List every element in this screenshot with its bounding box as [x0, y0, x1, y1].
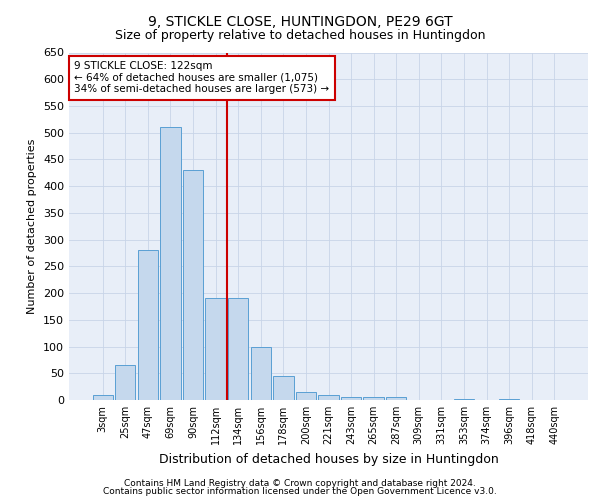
- Bar: [205, 298, 226, 400]
- Text: Size of property relative to detached houses in Huntingdon: Size of property relative to detached ho…: [115, 29, 485, 42]
- Y-axis label: Number of detached properties: Number of detached properties: [28, 138, 37, 314]
- Bar: [364, 398, 384, 400]
- Bar: [499, 399, 519, 400]
- Bar: [386, 398, 406, 400]
- Text: 9, STICKLE CLOSE, HUNTINGDON, PE29 6GT: 9, STICKLE CLOSE, HUNTINGDON, PE29 6GT: [148, 15, 452, 29]
- Text: Contains HM Land Registry data © Crown copyright and database right 2024.: Contains HM Land Registry data © Crown c…: [124, 478, 476, 488]
- Bar: [341, 398, 361, 400]
- Bar: [228, 298, 248, 400]
- Bar: [319, 394, 338, 400]
- Bar: [92, 394, 113, 400]
- Text: 9 STICKLE CLOSE: 122sqm
← 64% of detached houses are smaller (1,075)
34% of semi: 9 STICKLE CLOSE: 122sqm ← 64% of detache…: [74, 61, 329, 94]
- Bar: [273, 376, 293, 400]
- Bar: [454, 399, 474, 400]
- Bar: [138, 250, 158, 400]
- Bar: [160, 128, 181, 400]
- Text: Contains public sector information licensed under the Open Government Licence v3: Contains public sector information licen…: [103, 487, 497, 496]
- Bar: [296, 392, 316, 400]
- Bar: [115, 365, 136, 400]
- Bar: [183, 170, 203, 400]
- Bar: [251, 346, 271, 400]
- X-axis label: Distribution of detached houses by size in Huntingdon: Distribution of detached houses by size …: [158, 452, 499, 466]
